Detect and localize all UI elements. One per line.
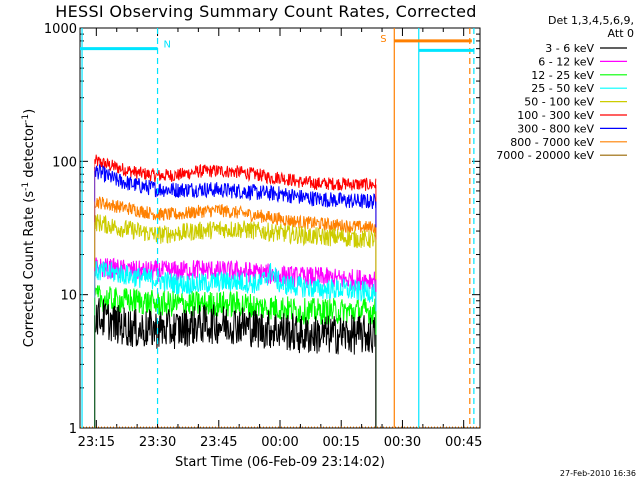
x-tick-label: 23:45 bbox=[200, 435, 237, 450]
series-layer bbox=[94, 154, 377, 428]
annotation-layer: NS bbox=[80, 28, 480, 428]
y-axis-label: Corrected Count Rate (s-1 detector-1) bbox=[21, 109, 37, 347]
y-axis-label-sup1: -1 bbox=[21, 182, 31, 191]
legend-label: 12 - 25 keV bbox=[531, 69, 594, 82]
y-axis: 1 10 100 1000 bbox=[44, 22, 480, 437]
legend-label: 50 - 100 keV bbox=[524, 96, 594, 109]
series-line bbox=[94, 164, 377, 210]
footer-timestamp: 27-Feb-2010 16:36 bbox=[560, 469, 636, 478]
series-line bbox=[94, 261, 377, 303]
n-marker-label: N bbox=[164, 40, 171, 51]
y-axis-label-sup2: -1 bbox=[21, 114, 31, 123]
series-line bbox=[94, 298, 377, 355]
legend-label: 300 - 800 keV bbox=[517, 122, 594, 135]
y-axis-label-mid: detector bbox=[22, 122, 37, 182]
legend-header-line1: Det 1,3,4,5,6,9, bbox=[548, 14, 634, 27]
legend-label: 7000 - 20000 keV bbox=[496, 149, 594, 162]
x-tick-label: 23:15 bbox=[78, 435, 115, 450]
series-line bbox=[94, 154, 377, 192]
legend-label: 3 - 6 keV bbox=[545, 42, 594, 55]
s-marker-label: S bbox=[380, 34, 386, 45]
series-line bbox=[94, 214, 377, 249]
x-tick-label: 00:30 bbox=[384, 435, 421, 450]
y-axis-label-main: Corrected Count Rate (s bbox=[22, 191, 37, 348]
legend-label: 6 - 12 keV bbox=[538, 55, 594, 68]
x-tick-label: 00:00 bbox=[261, 435, 298, 450]
chart-title: HESSI Observing Summary Count Rates, Cor… bbox=[55, 2, 476, 21]
legend-label: 25 - 50 keV bbox=[531, 82, 594, 95]
series-line bbox=[94, 196, 377, 234]
y-tick-label: 1000 bbox=[44, 22, 77, 37]
legend-label: 100 - 300 keV bbox=[517, 109, 594, 122]
legend-label: 800 - 7000 keV bbox=[510, 136, 594, 149]
y-tick-label: 1 bbox=[69, 422, 77, 437]
x-axis-label: Start Time (06-Feb-09 23:14:02) bbox=[175, 455, 385, 470]
x-tick-label: 23:30 bbox=[139, 435, 176, 450]
legend-header-line2: Att 0 bbox=[608, 27, 634, 40]
y-tick-label: 100 bbox=[52, 155, 77, 170]
y-axis-label-end: ) bbox=[22, 109, 37, 114]
x-axis: 23:15 23:30 23:45 00:00 00:15 00:30 00:45 bbox=[78, 28, 482, 450]
x-tick-label: 00:15 bbox=[322, 435, 359, 450]
y-tick-label: 10 bbox=[60, 289, 77, 304]
x-tick-label: 00:45 bbox=[445, 435, 482, 450]
